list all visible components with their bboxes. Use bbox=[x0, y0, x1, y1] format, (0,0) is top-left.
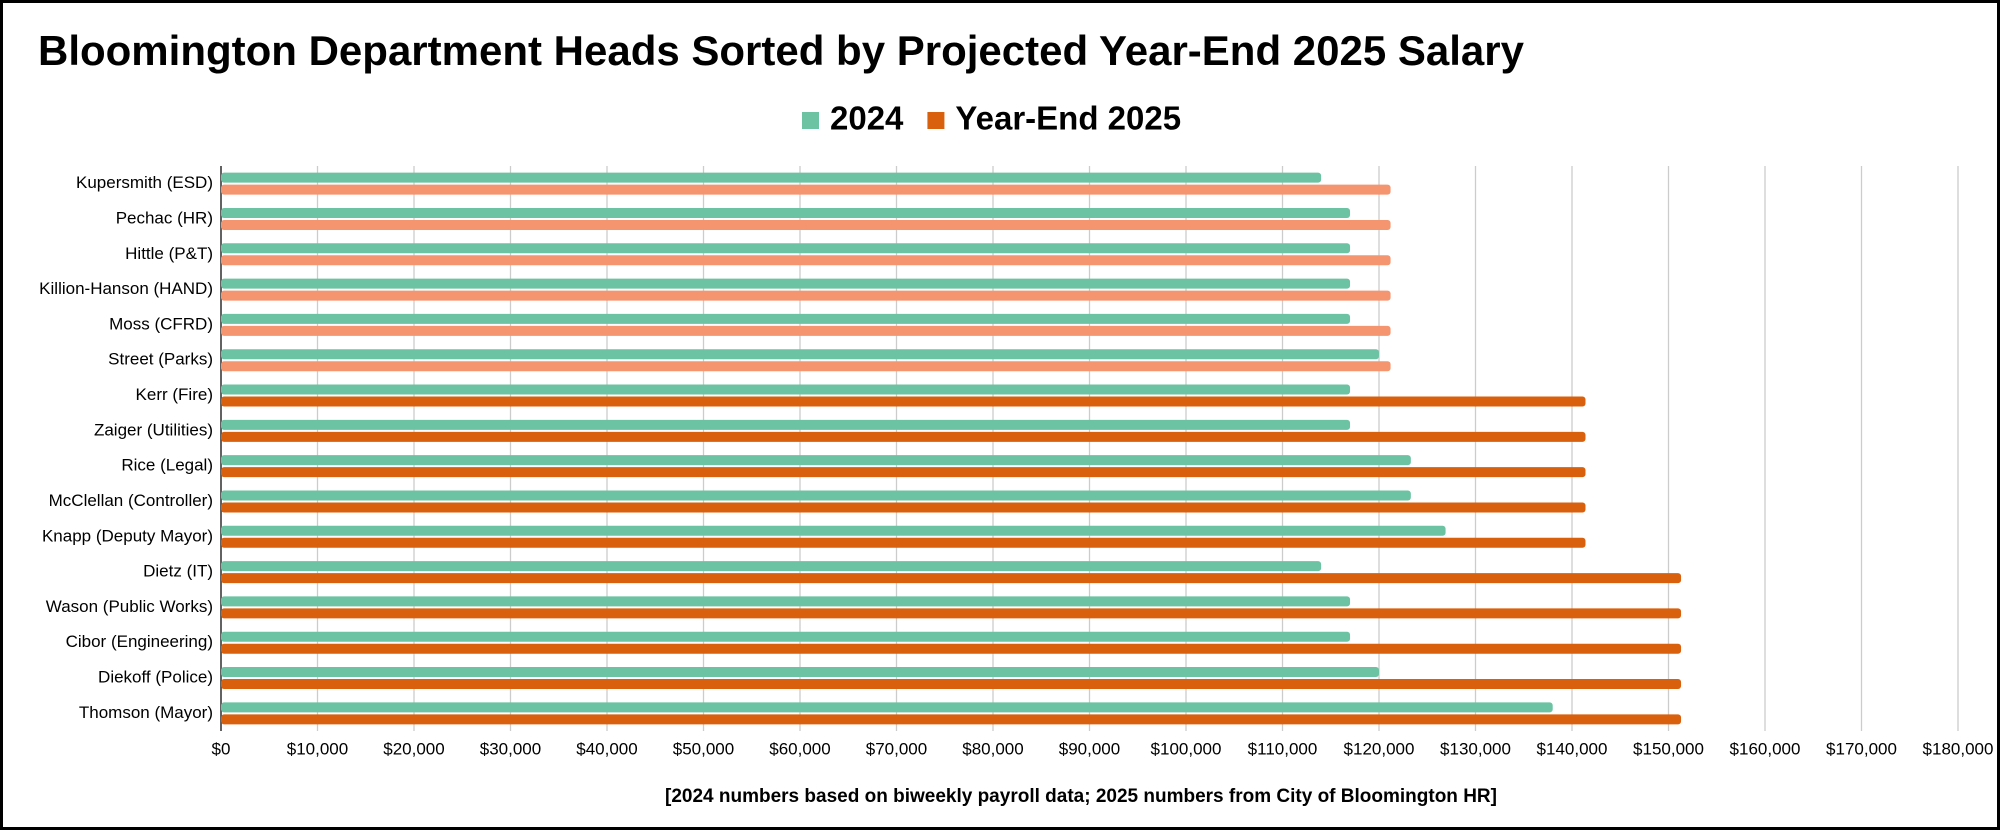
y-tick-label: Knapp (Deputy Mayor) bbox=[42, 526, 213, 545]
bar bbox=[221, 455, 1411, 466]
y-tick-label: Dietz (IT) bbox=[143, 562, 213, 581]
y-tick-label: Rice (Legal) bbox=[121, 456, 213, 475]
y-tick-label: Diekoff (Police) bbox=[98, 668, 213, 687]
x-axis-title: [2024 numbers based on biweekly payroll … bbox=[665, 786, 1497, 807]
x-tick-label: $120,000 bbox=[1344, 739, 1415, 758]
x-tick-label: $20,000 bbox=[383, 739, 444, 758]
bar bbox=[221, 419, 1351, 430]
x-tick-label: $40,000 bbox=[576, 739, 637, 758]
y-tick-label: McClellan (Controller) bbox=[49, 491, 213, 510]
x-tick-label: $180,000 bbox=[1923, 739, 1994, 758]
x-tick-label: $170,000 bbox=[1826, 739, 1897, 758]
bar bbox=[221, 184, 1391, 195]
y-tick-label: Street (Parks) bbox=[108, 350, 213, 369]
bar bbox=[221, 631, 1351, 642]
bar bbox=[221, 396, 1586, 407]
x-tick-label: $0 bbox=[212, 739, 231, 758]
legend-label: Year-End 2025 bbox=[955, 100, 1181, 137]
x-tick-label: $50,000 bbox=[673, 739, 734, 758]
x-tick-label: $100,000 bbox=[1151, 739, 1222, 758]
legend-swatch bbox=[802, 112, 819, 129]
bar bbox=[221, 561, 1322, 572]
x-tick-label: $130,000 bbox=[1440, 739, 1511, 758]
x-tick-label: $110,000 bbox=[1248, 739, 1318, 758]
bar bbox=[221, 384, 1351, 395]
x-tick-label: $150,000 bbox=[1633, 739, 1704, 758]
bar bbox=[221, 537, 1586, 548]
bar bbox=[221, 608, 1682, 619]
chart-title: Bloomington Department Heads Sorted by P… bbox=[38, 27, 1525, 74]
bar bbox=[221, 278, 1351, 289]
y-tick-label: Hittle (P&T) bbox=[125, 244, 213, 263]
legend-swatch bbox=[927, 112, 945, 129]
bar bbox=[221, 207, 1351, 218]
x-tick-label: $140,000 bbox=[1537, 739, 1608, 758]
bar bbox=[221, 255, 1391, 266]
bar bbox=[221, 502, 1586, 513]
bar bbox=[221, 702, 1553, 713]
y-tick-label: Zaiger (Utilities) bbox=[94, 420, 213, 439]
bar bbox=[221, 431, 1586, 442]
y-tick-label: Pechac (HR) bbox=[116, 208, 213, 227]
y-tick-label: Wason (Public Works) bbox=[46, 597, 213, 616]
bar bbox=[221, 525, 1446, 536]
bar bbox=[221, 313, 1351, 324]
y-tick-label: Thomson (Mayor) bbox=[79, 703, 213, 722]
bar bbox=[221, 573, 1682, 584]
bar bbox=[221, 349, 1379, 360]
bar bbox=[221, 490, 1411, 501]
x-tick-label: $60,000 bbox=[769, 739, 830, 758]
bar bbox=[221, 714, 1682, 725]
y-tick-label: Kerr (Fire) bbox=[136, 385, 213, 404]
x-tick-label: $90,000 bbox=[1059, 739, 1120, 758]
bar bbox=[221, 172, 1322, 183]
y-tick-label: Moss (CFRD) bbox=[109, 314, 213, 333]
x-tick-label: $160,000 bbox=[1730, 739, 1801, 758]
bar bbox=[221, 290, 1391, 301]
x-tick-label: $80,000 bbox=[962, 739, 1023, 758]
bar bbox=[221, 467, 1586, 478]
x-tick-label: $10,000 bbox=[287, 739, 348, 758]
bar bbox=[221, 643, 1682, 654]
bar bbox=[221, 325, 1391, 336]
x-tick-label: $30,000 bbox=[480, 739, 541, 758]
y-tick-label: Kupersmith (ESD) bbox=[76, 173, 213, 192]
bar bbox=[221, 219, 1391, 230]
bar bbox=[221, 679, 1682, 690]
bar bbox=[221, 361, 1391, 372]
y-tick-label: Cibor (Engineering) bbox=[66, 632, 213, 651]
bar bbox=[221, 243, 1351, 254]
bar bbox=[221, 596, 1351, 607]
y-tick-label: Killion-Hanson (HAND) bbox=[39, 279, 213, 298]
x-tick-label: $70,000 bbox=[866, 739, 927, 758]
bar bbox=[221, 667, 1379, 678]
legend-label: 2024 bbox=[830, 100, 904, 137]
